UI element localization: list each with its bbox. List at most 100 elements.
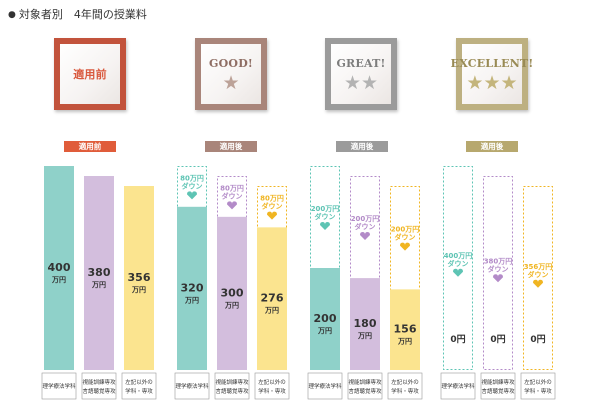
bar-unit-label: 万円 <box>317 327 332 335</box>
category-label: 学科・専攻 <box>524 387 552 395</box>
down-arrow-icon <box>400 242 410 251</box>
category-label-box <box>480 372 516 400</box>
bar <box>390 289 420 370</box>
badge-label: EXCELLENT! <box>450 56 534 70</box>
bar <box>257 227 287 370</box>
badge-inner <box>462 44 522 104</box>
tag-after-excellent: 適用後 <box>466 141 518 152</box>
reduction-label: ダウン <box>448 259 469 268</box>
reduction-label: 200万円 <box>311 205 340 213</box>
category-label: 言語聴覚専攻 <box>348 387 382 395</box>
category-label: 視能訓練専攻 <box>348 378 382 386</box>
category-label: 視能訓練専攻 <box>215 378 249 386</box>
down-arrow-icon <box>227 201 237 210</box>
star-icon: ★ <box>343 71 361 94</box>
bar-value-label: 200 <box>314 312 337 325</box>
reduction-label: ダウン <box>262 202 283 211</box>
bar <box>124 186 154 370</box>
reduction-label: ダウン <box>315 212 336 221</box>
star-icon: ★ <box>466 71 484 94</box>
reduction-label: 200万円 <box>351 215 380 223</box>
badge-excellent: EXCELLENT! ★ ★ ★ <box>451 38 533 110</box>
tag-after-great: 適用後 <box>336 141 388 152</box>
reduction-label: 80万円 <box>180 174 204 182</box>
category-label-box <box>347 372 383 400</box>
badge-inner <box>201 44 261 104</box>
reduction-label: ダウン <box>488 264 509 273</box>
category-label: 言語聴覚専攻 <box>215 387 249 395</box>
bar <box>350 278 380 370</box>
reduction-label: ダウン <box>528 270 549 279</box>
down-arrow-icon <box>360 232 370 241</box>
bar <box>177 206 207 370</box>
reduction-outline <box>483 176 513 370</box>
bar-unit-label: 万円 <box>397 338 412 346</box>
bar-value-label: 300 <box>221 286 244 299</box>
bar <box>44 166 74 370</box>
category-label: 理学療法学科 <box>308 382 342 390</box>
bar-value-label: 356 <box>128 271 151 284</box>
category-label-box <box>307 372 343 400</box>
bar-unit-label: 万円 <box>224 301 239 309</box>
badge-stars: ★ ★ <box>343 71 379 94</box>
bar-unit-label: 万円 <box>357 332 372 340</box>
badge-stars: ★ <box>222 71 240 94</box>
badge-inner <box>60 44 120 104</box>
reduction-label: 356万円 <box>524 263 553 271</box>
reduction-label: 80万円 <box>220 184 244 192</box>
reduction-outline <box>443 166 473 370</box>
badge-label: GREAT! <box>336 56 386 70</box>
bar-unit-label: 万円 <box>184 296 199 304</box>
bar <box>310 268 340 370</box>
category-label-box <box>174 372 210 400</box>
reduction-label: 400万円 <box>444 252 473 260</box>
category-label: 学科・専攻 <box>125 387 153 395</box>
badge-inner <box>331 44 391 104</box>
reduction-outline <box>523 186 553 370</box>
bar-unit-label: 万円 <box>264 307 279 315</box>
star-icon: ★ <box>222 71 240 94</box>
down-arrow-icon <box>320 222 330 230</box>
title-bullet: ● <box>8 10 16 20</box>
down-arrow-icon <box>453 268 463 277</box>
category-label: 理学療法学科 <box>175 382 209 390</box>
reduction-label: ダウン <box>182 181 203 190</box>
category-label-box <box>214 372 250 400</box>
category-label: 左記以外の <box>524 378 552 386</box>
reduction-label: 80万円 <box>260 195 284 203</box>
category-label: 左記以外の <box>391 378 419 386</box>
badge-before: 適用前 <box>54 38 126 110</box>
category-label: 視能訓練専攻 <box>481 378 515 386</box>
bar-value-label: 156 <box>394 323 417 336</box>
category-label: 学科・専攻 <box>258 387 286 395</box>
category-label: 言語聴覚専攻 <box>82 387 116 395</box>
bar-value-label: 0円 <box>530 334 545 345</box>
reduction-label: ダウン <box>395 233 416 242</box>
category-label: 学科・専攻 <box>391 387 419 395</box>
star-icon: ★ <box>361 71 379 94</box>
category-label-box <box>121 372 157 400</box>
bar-value-label: 0円 <box>490 334 505 345</box>
badge-good: GOOD! ★ <box>195 38 267 110</box>
tag-after-good: 適用後 <box>205 141 257 152</box>
chart-title: ● 対象者別 4年間の授業料 <box>8 6 147 22</box>
bar-unit-label: 万円 <box>91 281 106 289</box>
category-label: 左記以外の <box>125 378 153 386</box>
down-arrow-icon <box>267 211 277 220</box>
bar-value-label: 380 <box>88 266 111 279</box>
reduction-label: 380万円 <box>484 257 513 265</box>
category-label: 理学療法学科 <box>42 382 76 390</box>
down-arrow-icon <box>187 191 197 200</box>
title-text: 対象者別 4年間の授業料 <box>18 8 147 21</box>
bar-value-label: 180 <box>354 317 377 330</box>
category-label: 左記以外の <box>258 378 286 386</box>
category-label: 理学療法学科 <box>441 382 475 390</box>
bar <box>84 176 114 370</box>
bar-unit-label: 万円 <box>131 286 146 294</box>
tag-before: 適用前 <box>64 141 116 152</box>
reduction-label: ダウン <box>355 222 376 231</box>
category-label: 視能訓練専攻 <box>82 378 116 386</box>
down-arrow-icon <box>493 274 503 283</box>
star-icon: ★ <box>500 71 518 94</box>
